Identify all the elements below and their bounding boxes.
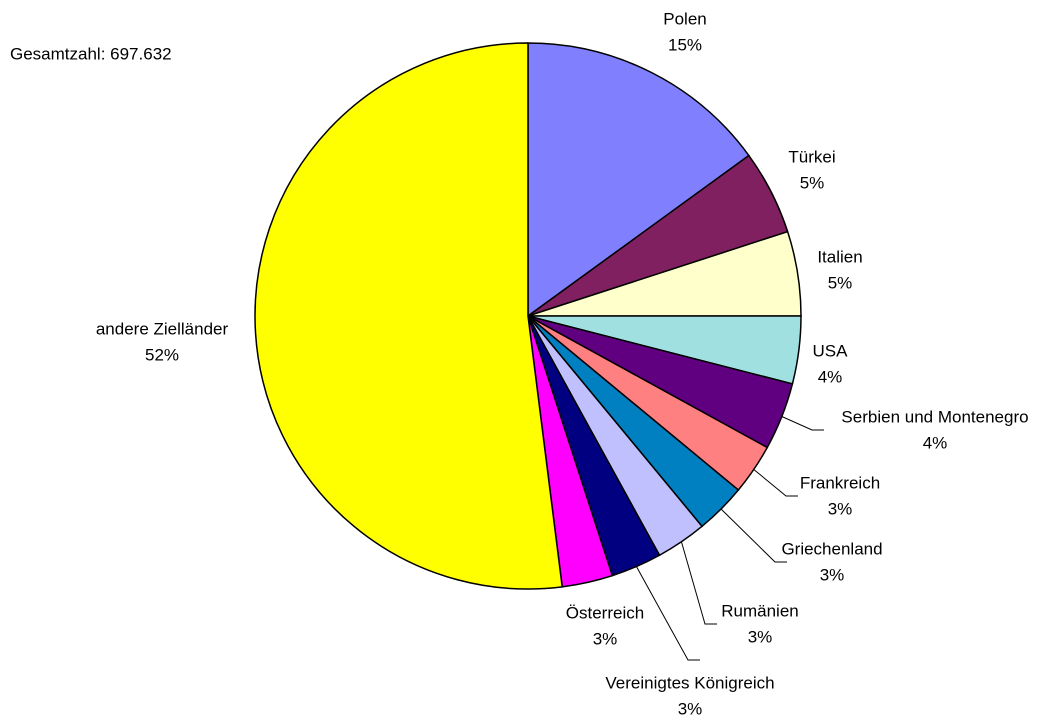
slice-label: Türkei bbox=[788, 147, 835, 166]
slice-label: Österreich bbox=[566, 603, 644, 622]
slice-value-label: 5% bbox=[800, 173, 825, 192]
leader-line bbox=[781, 416, 824, 431]
pie-slice bbox=[254, 42, 564, 590]
slice-label: Rumänien bbox=[721, 601, 799, 620]
annotation: Gesamtzahl: 697.632 bbox=[10, 44, 172, 63]
slice-value-label: 3% bbox=[593, 629, 618, 648]
pie-slice bbox=[527, 42, 750, 318]
leader-line bbox=[753, 469, 798, 497]
slice-label: Vereinigtes Königreich bbox=[605, 673, 774, 692]
leader-line bbox=[680, 541, 717, 625]
slice-value-label: 15% bbox=[668, 35, 702, 54]
leader-line bbox=[720, 508, 787, 563]
slice-value-label: 4% bbox=[923, 433, 948, 452]
slice-value-label: 3% bbox=[828, 499, 853, 518]
leader-line bbox=[635, 566, 700, 661]
slice-label: USA bbox=[813, 341, 849, 360]
slice-label: Serbien und Montenegro bbox=[841, 407, 1028, 426]
slice-label: andere Zielländer bbox=[96, 319, 229, 338]
slice-value-label: 4% bbox=[818, 367, 843, 386]
slice-label: Polen bbox=[663, 9, 706, 28]
slice-label: Frankreich bbox=[800, 473, 880, 492]
slice-label: Griechenland bbox=[781, 539, 882, 558]
slice-value-label: 3% bbox=[678, 699, 703, 717]
slice-label: Italien bbox=[817, 247, 862, 266]
slice-value-label: 5% bbox=[828, 273, 853, 292]
slice-value-label: 3% bbox=[820, 565, 845, 584]
slice-value-label: 52% bbox=[145, 345, 179, 364]
slice-value-label: 3% bbox=[748, 627, 773, 646]
